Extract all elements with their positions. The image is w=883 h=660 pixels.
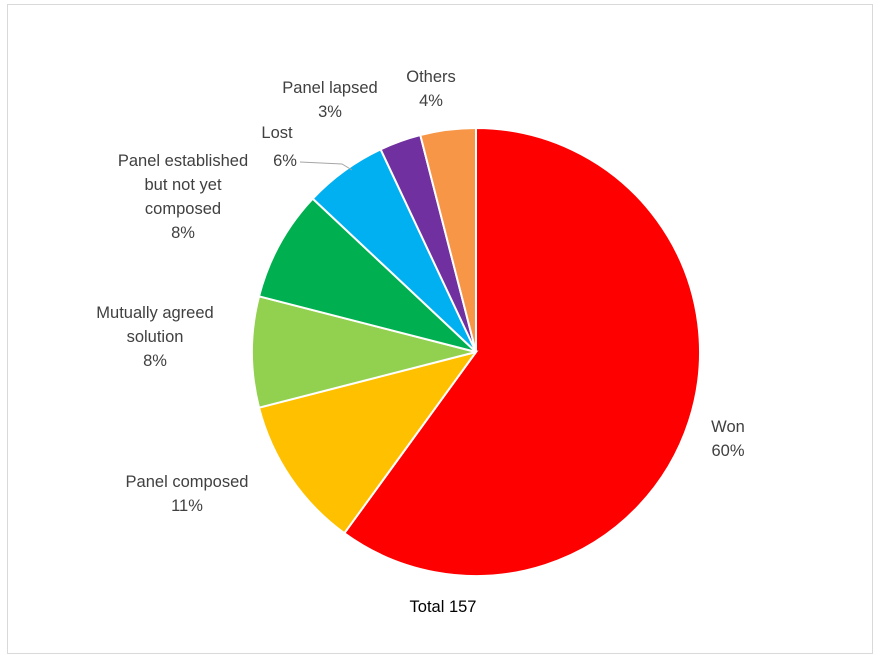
pie-slice-panel-composed	[257, 350, 479, 535]
leader-lines	[299, 161, 353, 171]
slice-label-panel-established-but-not-yet-composed-0: Panel established	[118, 152, 248, 170]
slice-label-panel-lapsed-1: 3%	[318, 103, 342, 121]
slice-label-lost-value: 6%	[273, 152, 297, 170]
pie-slices	[250, 126, 701, 577]
slice-label-mutually-agreed-solution-2: 8%	[143, 352, 167, 370]
slice-label-mutually-agreed-solution-1: solution	[127, 328, 184, 346]
slice-label-lost-name: Lost	[261, 124, 293, 142]
pie-slice-panel-established-but-not-yet-composed	[257, 197, 477, 353]
pie-slice-others	[419, 126, 477, 353]
pie-slice-won	[342, 126, 701, 577]
slice-label-won-0: Won	[711, 418, 745, 436]
slice-label-others-0: Others	[406, 68, 456, 86]
slice-label-panel-established-but-not-yet-composed-1: but not yet	[144, 176, 221, 194]
slice-label-panel-lapsed-0: Panel lapsed	[282, 79, 377, 97]
slice-label-panel-established-but-not-yet-composed-3: 8%	[171, 224, 195, 242]
total-label: Total 157	[410, 598, 477, 616]
slice-label-others-1: 4%	[419, 92, 443, 110]
slice-label-panel-established-but-not-yet-composed-2: composed	[145, 200, 221, 218]
leader-line-lost	[299, 161, 353, 171]
slice-label-panel-composed-0: Panel composed	[126, 473, 249, 491]
pie-slice-mutually-agreed-solution	[250, 295, 477, 409]
slice-labels: Won 60% Panel composed 11% Mutually agreed so…	[96, 68, 745, 515]
slice-label-won-1: 60%	[711, 442, 744, 460]
slice-label-panel-composed-1: 11%	[171, 497, 203, 515]
slice-label-mutually-agreed-solution-0: Mutually agreed	[96, 304, 213, 322]
